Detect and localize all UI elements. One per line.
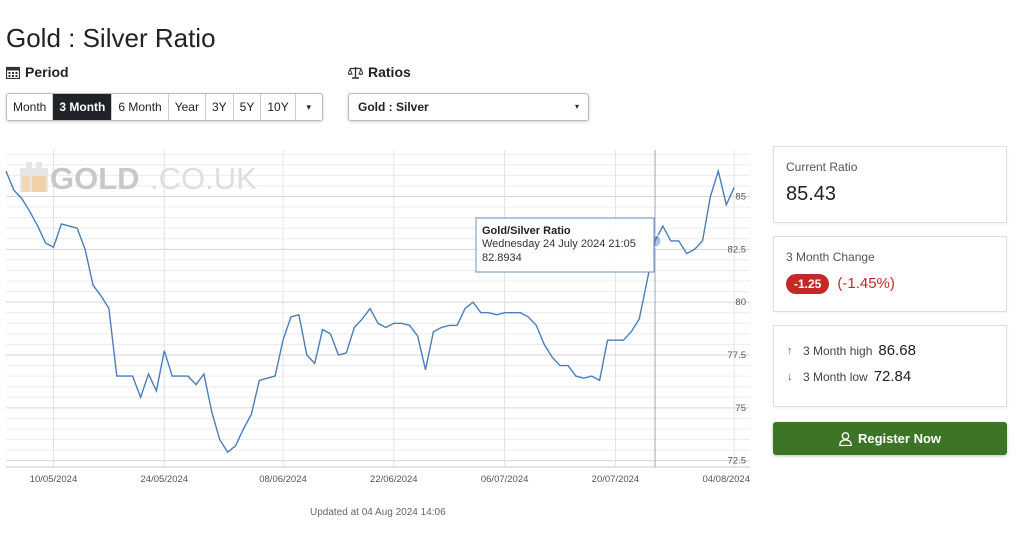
register-now-button[interactable]: Register Now [773, 422, 1007, 455]
tooltip-series: Gold/Silver Ratio [482, 225, 571, 237]
high-label: 3 Month high [803, 343, 873, 358]
y-tick-label: 80 [735, 297, 746, 308]
period-heading: Period [6, 64, 69, 80]
high-row: ↑ 3 Month high 86.68 [787, 342, 993, 359]
period-label: Period [25, 64, 69, 80]
y-tick-label: 82.5 [728, 244, 747, 255]
change-label: 3 Month Change [786, 250, 875, 264]
ratios-label: Ratios [368, 64, 411, 80]
tooltip-value: 82.8934 [482, 252, 522, 264]
calendar-icon [6, 66, 20, 79]
ratio-select[interactable]: Gold : Silver ▾ [348, 93, 589, 121]
change-percent: (-1.45%) [837, 275, 895, 292]
y-tick-label: 72.5 [728, 456, 747, 467]
current-ratio-card: Current Ratio 85.43 [773, 146, 1007, 223]
current-ratio-label: Current Ratio [786, 160, 858, 174]
period-selector: Month 3 Month 6 Month Year 3Y 5Y 10Y ▾ [6, 93, 323, 121]
y-tick-label: 85 [735, 191, 746, 202]
page-title: Gold : Silver Ratio [6, 23, 216, 54]
tooltip-date: Wednesday 24 July 2024 21:05 [482, 238, 636, 250]
period-5y-button[interactable]: 5Y [233, 94, 262, 120]
user-icon [839, 431, 852, 446]
ratios-heading: Ratios [348, 64, 411, 80]
change-badge: -1.25 [786, 274, 830, 294]
chart-tooltip: Gold/Silver Ratio Wednesday 24 July 2024… [475, 217, 655, 273]
period-3-month-button[interactable]: 3 Month [53, 94, 113, 120]
period-3y-button[interactable]: 3Y [205, 94, 234, 120]
period-10y-button[interactable]: 10Y [261, 94, 296, 120]
x-tick-label: 04/08/2024 [702, 474, 750, 485]
period-more-dropdown[interactable]: ▾ [295, 94, 322, 120]
period-month-button[interactable]: Month [7, 94, 54, 120]
x-tick-label: 08/06/2024 [259, 474, 307, 485]
x-tick-label: 20/07/2024 [592, 474, 640, 485]
period-year-button[interactable]: Year [168, 94, 206, 120]
register-label: Register Now [857, 431, 942, 446]
ratio-chart[interactable]: GOLD .CO.UK 10/05/2024 24/05/2024 08/06/20… [0, 140, 760, 502]
high-value: 86.68 [878, 342, 916, 359]
low-row: ↓ 3 Month low 72.84 [787, 368, 993, 385]
gold-logo-icon [20, 162, 48, 192]
low-value: 72.84 [873, 368, 912, 385]
arrow-up-icon: ↑ [787, 344, 793, 357]
ratio-select-value: Gold : Silver [358, 100, 429, 114]
x-tick-label: 06/07/2024 [481, 474, 529, 485]
period-6-month-button[interactable]: 6 Month [112, 94, 169, 120]
low-label: 3 Month low [803, 369, 868, 384]
x-tick-label: 10/05/2024 [30, 474, 78, 485]
series-line [5, 168, 735, 454]
watermark-gold: GOLD [50, 161, 140, 196]
y-tick-label: 75 [735, 403, 746, 414]
watermark: GOLD .CO.UK [20, 161, 257, 196]
chevron-down-icon: ▾ [574, 102, 579, 111]
x-tick-label: 22/06/2024 [370, 474, 418, 485]
watermark-couk: .CO.UK [150, 161, 257, 196]
arrow-down-icon: ↓ [787, 370, 793, 383]
y-tick-label: 77.5 [728, 350, 747, 361]
plot-area [6, 150, 750, 467]
three-month-change-card: 3 Month Change -1.25 (-1.45%) [773, 236, 1007, 312]
current-ratio-value: 85.43 [786, 183, 837, 205]
high-low-card: ↑ 3 Month high 86.68 ↓ 3 Month low 72.84 [773, 325, 1007, 407]
updated-timestamp: Updated at 04 Aug 2024 14:06 [310, 507, 446, 518]
x-tick-label: 24/05/2024 [141, 474, 189, 485]
scales-icon [348, 66, 363, 79]
